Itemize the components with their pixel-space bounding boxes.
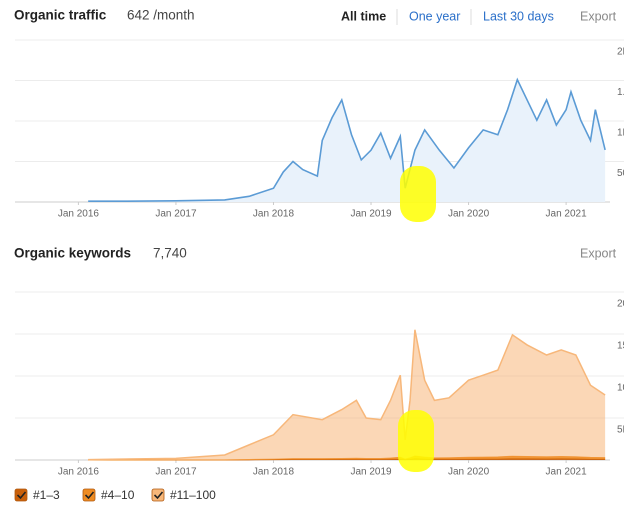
legend-item[interactable]: #1–3 [14, 488, 60, 502]
highlight [398, 410, 434, 472]
x-tick-label: Jan 2018 [253, 209, 295, 220]
check-mark [84, 491, 95, 500]
legend-label: #4–10 [101, 488, 135, 502]
legend-checkbox [82, 488, 96, 502]
line [88, 329, 606, 461]
area [88, 329, 606, 460]
chart-title: Organic traffic [14, 8, 107, 23]
y-tick-label: 20K [617, 299, 624, 310]
legend-label: #1–3 [33, 488, 60, 502]
y-tick-label: 10K [617, 383, 624, 394]
legend-label: #11–100 [170, 488, 216, 502]
highlight [400, 166, 436, 222]
y-tick-label: 1K [617, 128, 624, 139]
x-tick-label: Jan 2020 [448, 209, 490, 220]
x-tick-label: Jan 2019 [350, 209, 392, 220]
x-tick-label: Jan 2021 [546, 467, 588, 478]
area [88, 455, 606, 460]
y-tick-label: 5K [617, 425, 624, 436]
chart-title: Organic keywords [14, 246, 131, 261]
check-mark [16, 491, 27, 500]
x-tick-label: Jan 2016 [58, 467, 100, 478]
x-tick-label: Jan 2019 [350, 467, 392, 478]
chart-subtitle: 7,740 [153, 246, 187, 261]
x-tick-label: Jan 2016 [58, 209, 100, 220]
check-mark [153, 491, 164, 500]
x-tick-label: Jan 2018 [253, 467, 295, 478]
y-tick-label: 15K [617, 341, 624, 352]
range-button[interactable]: All time [341, 9, 386, 23]
x-tick-label: Jan 2021 [546, 209, 588, 220]
y-tick-label: 1.5K [617, 87, 624, 98]
area [88, 458, 606, 460]
range-button[interactable]: Last 30 days [483, 9, 554, 23]
export-button[interactable]: Export [580, 246, 617, 260]
y-tick-label: 2K [617, 47, 624, 58]
legend-checkbox [14, 488, 28, 502]
x-tick-label: Jan 2020 [448, 467, 490, 478]
y-tick-label: 500 [617, 168, 624, 179]
legend-item[interactable]: #11–100 [151, 488, 216, 502]
legend-checkbox [151, 488, 165, 502]
area [88, 79, 606, 202]
x-tick-label: Jan 2017 [155, 209, 197, 220]
range-button[interactable]: One year [409, 9, 460, 23]
x-tick-label: Jan 2017 [155, 467, 197, 478]
export-button[interactable]: Export [580, 9, 617, 23]
chart-subtitle: 642 /month [127, 8, 195, 23]
legend-item[interactable]: #4–10 [82, 488, 135, 502]
